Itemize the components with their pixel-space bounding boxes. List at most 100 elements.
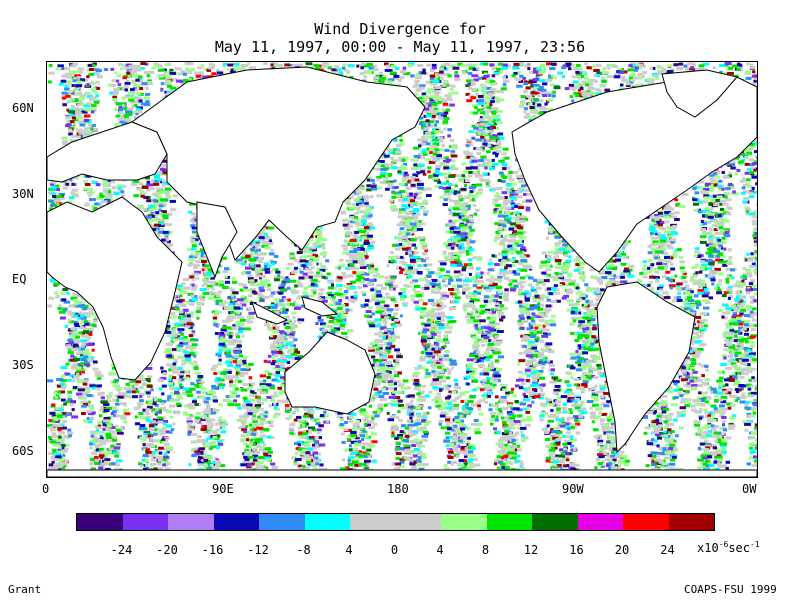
swath-pixel [297,426,302,430]
swath-pixel [86,130,92,134]
swath-pixel [243,415,249,419]
swath-pixel [48,419,54,423]
swath-pixel [298,419,302,423]
swath-pixel [284,403,290,407]
swath-pixel [111,186,117,190]
swath-pixel [321,275,326,279]
swath-pixel [157,428,164,432]
swath-pixel [166,212,173,216]
swath-pixel [147,379,151,383]
swath-pixel [122,420,128,424]
swath-pixel [86,68,91,72]
swath-pixel [294,452,298,456]
swath-pixel [317,296,322,300]
swath-pixel [751,262,756,266]
swath-pixel [706,442,712,446]
swath-pixel [234,62,240,66]
swath-pixel [138,79,144,83]
swath-pixel [49,452,56,456]
swath-pixel [82,312,90,316]
swath-pixel [252,279,258,283]
swath-pixel [302,272,308,276]
swath-pixel [228,302,235,306]
swath-pixel [748,264,755,268]
swath-pixel [318,298,325,302]
swath-pixel [89,198,96,202]
swath-pixel [172,348,177,352]
swath-pixel [200,259,207,263]
swath-pixel [156,450,161,454]
swath-pixel [145,92,151,96]
swath-pixel [227,63,235,67]
swath-pixel [140,190,145,194]
swath-pixel [327,280,335,284]
swath-pixel [193,266,199,270]
swath-pixel [224,267,229,271]
swath-pixel [207,406,211,410]
swath-pixel [119,110,124,114]
swath-pixel [151,451,156,455]
swath-pixel [143,195,150,199]
swath-pixel [725,391,732,395]
swath-pixel [260,284,265,288]
swath-pixel [729,416,736,420]
swath-pixel [156,170,163,174]
swath-pixel [157,220,165,224]
swath-pixel [235,260,243,264]
swath-pixel [254,248,262,252]
swath-pixel [268,264,272,268]
swath-pixel [717,384,721,388]
swath-pixel [152,432,158,436]
swath-pixel [218,464,226,468]
swath-pixel [162,458,167,462]
swath-pixel [127,384,133,388]
swath-pixel [244,400,251,404]
swath-pixel [182,72,188,76]
swath-pixel [158,224,165,228]
swath-pixel [76,128,83,132]
swath-pixel [189,311,195,315]
swath-pixel [147,432,152,436]
swath-pixel [191,414,195,418]
swath-pixel [190,286,196,290]
swath-pixel [70,64,77,68]
swath-pixel [315,322,319,326]
swath-pixel [216,460,221,464]
swath-pixel [270,63,274,67]
swath-pixel [135,376,143,380]
swath-pixel [185,346,190,350]
swath-pixel [210,292,216,296]
swath-pixel [720,443,727,447]
swath-pixel [167,395,172,399]
swath-pixel [216,68,220,72]
swath-pixel [191,226,197,230]
swath-pixel [319,252,327,256]
swath-pixel [190,252,194,256]
swath-pixel [78,348,83,352]
swath-pixel [174,390,180,394]
swath-pixel [180,303,186,307]
swath-pixel [151,218,157,222]
swath-pixel [697,458,704,462]
swath-pixel [133,100,139,104]
swath-pixel [93,206,98,210]
swath-pixel [66,108,71,112]
swath-pixel [266,242,274,246]
swath-pixel [62,103,67,107]
swath-pixel [313,258,320,262]
swath-pixel [185,67,190,71]
swath-pixel [297,464,303,468]
swath-pixel [200,254,204,258]
swath-pixel [125,118,130,122]
swath-pixel [238,260,245,264]
swath-pixel [78,326,85,330]
swath-pixel [211,440,216,444]
swath-pixel [134,88,139,92]
swath-pixel [159,211,163,215]
swath-pixel [737,330,741,334]
swath-pixel [145,459,149,463]
swath-pixel [143,96,151,100]
swath-pixel [188,202,196,206]
swath-pixel [248,362,254,366]
swath-pixel [154,448,158,452]
